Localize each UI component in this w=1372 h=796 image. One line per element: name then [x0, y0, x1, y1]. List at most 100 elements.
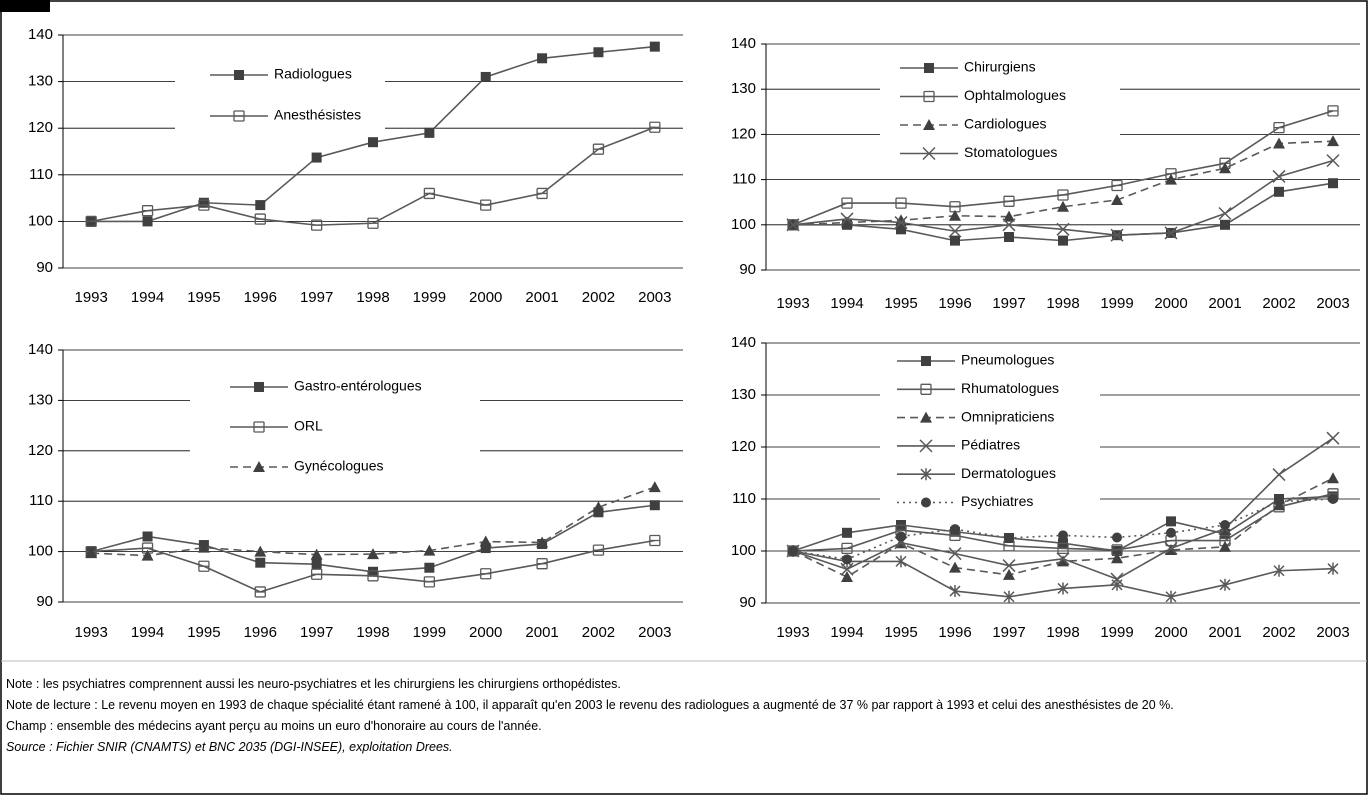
- marker: [254, 586, 266, 598]
- marker: [1056, 222, 1070, 236]
- marker: [1220, 219, 1230, 230]
- x-tick-label: 2000: [469, 624, 502, 641]
- y-tick-label: 140: [731, 334, 756, 351]
- notes: Note : les psychiatres comprennent aussi…: [6, 674, 1346, 758]
- legend-marker: [253, 421, 265, 433]
- marker: [649, 41, 660, 52]
- marker: [1165, 534, 1177, 547]
- x-tick-label: 1998: [1046, 295, 1079, 312]
- y-tick-label: 120: [28, 442, 53, 459]
- x-tick-label: 1999: [1100, 624, 1133, 641]
- marker: [85, 215, 97, 228]
- x-tick-label: 1997: [992, 295, 1025, 312]
- y-tick-label: 110: [732, 171, 756, 188]
- marker: [948, 547, 962, 561]
- marker: [1111, 544, 1123, 556]
- marker: [649, 534, 661, 547]
- note: Note : les psychiatres comprennent aussi…: [6, 677, 621, 691]
- marker: [141, 205, 154, 217]
- legend-label: Radiologues: [274, 66, 352, 82]
- marker: [840, 212, 854, 226]
- y-tick-label: 90: [739, 594, 756, 611]
- marker: [367, 217, 379, 229]
- marker: [1166, 527, 1176, 538]
- marker: [1110, 228, 1124, 242]
- y-tick-label: 90: [36, 259, 53, 276]
- marker: [1004, 533, 1014, 543]
- marker: [841, 197, 853, 209]
- marker: [593, 507, 604, 518]
- series-line: [792, 140, 1334, 226]
- marker: [1219, 578, 1231, 591]
- marker: [1327, 562, 1339, 575]
- legend-label: Ophtalmologues: [964, 87, 1066, 103]
- x-tick-label: 1998: [356, 624, 389, 641]
- marker: [1111, 179, 1123, 192]
- marker: [1219, 162, 1231, 174]
- x-tick-label: 1993: [776, 624, 809, 641]
- marker: [142, 216, 153, 227]
- marker: [1002, 559, 1016, 573]
- series-line: [91, 486, 656, 557]
- x-tick-label: 1994: [830, 624, 863, 641]
- marker: [367, 570, 379, 582]
- marker: [1003, 540, 1015, 552]
- marker: [1056, 552, 1070, 566]
- marker: [1003, 210, 1015, 222]
- note: Champ : ensemble des médecins ayant perç…: [6, 719, 542, 733]
- marker: [1111, 193, 1123, 205]
- y-tick-label: 140: [28, 26, 53, 43]
- x-tick-label: 1995: [884, 624, 917, 641]
- marker: [480, 199, 492, 211]
- marker: [310, 568, 323, 580]
- source: Source : Fichier SNIR (CNAMTS) et BNC 20…: [6, 740, 453, 754]
- legend-label: Omnipraticiens: [961, 408, 1054, 424]
- marker: [424, 127, 435, 138]
- y-tick-label: 110: [29, 166, 53, 183]
- legend-label: Psychiatres: [961, 493, 1033, 509]
- x-tick-label: 1994: [830, 295, 863, 312]
- marker: [85, 547, 98, 559]
- y-tick-label: 130: [28, 391, 53, 408]
- legend-marker: [920, 383, 932, 395]
- marker: [536, 558, 548, 570]
- marker: [367, 548, 379, 560]
- marker: [649, 500, 660, 511]
- marker: [841, 542, 853, 555]
- x-tick-label: 1997: [992, 624, 1025, 641]
- x-tick-label: 1995: [884, 295, 917, 312]
- marker: [949, 529, 961, 542]
- legend-marker: [233, 110, 245, 122]
- marker: [142, 531, 153, 542]
- marker: [197, 541, 210, 553]
- marker: [1220, 528, 1230, 539]
- x-tick-label: 1993: [776, 295, 809, 312]
- y-tick-label: 100: [28, 543, 53, 560]
- x-tick-label: 1997: [300, 289, 333, 306]
- y-tick-label: 110: [732, 490, 756, 507]
- x-tick-label: 1994: [131, 289, 164, 306]
- marker: [1057, 542, 1069, 555]
- x-tick-label: 2002: [582, 289, 615, 306]
- marker: [1003, 590, 1015, 603]
- legend-label: Rhumatologues: [961, 380, 1059, 396]
- marker: [592, 143, 605, 155]
- legend-marker: [921, 497, 931, 508]
- marker: [1058, 235, 1068, 246]
- marker: [648, 481, 661, 493]
- marker: [480, 568, 492, 580]
- legend-label: Gynécologues: [294, 458, 384, 474]
- x-tick-label: 2000: [1154, 295, 1187, 312]
- marker: [198, 560, 210, 572]
- marker: [948, 224, 962, 238]
- marker: [310, 548, 323, 560]
- legend-marker: [254, 382, 264, 392]
- marker: [1273, 121, 1285, 134]
- legend-marker: [924, 63, 934, 73]
- legend-label: Stomatologues: [964, 144, 1057, 160]
- x-tick-label: 2003: [638, 624, 671, 641]
- marker: [949, 201, 961, 213]
- marker: [423, 544, 436, 556]
- y-tick-label: 130: [28, 73, 53, 90]
